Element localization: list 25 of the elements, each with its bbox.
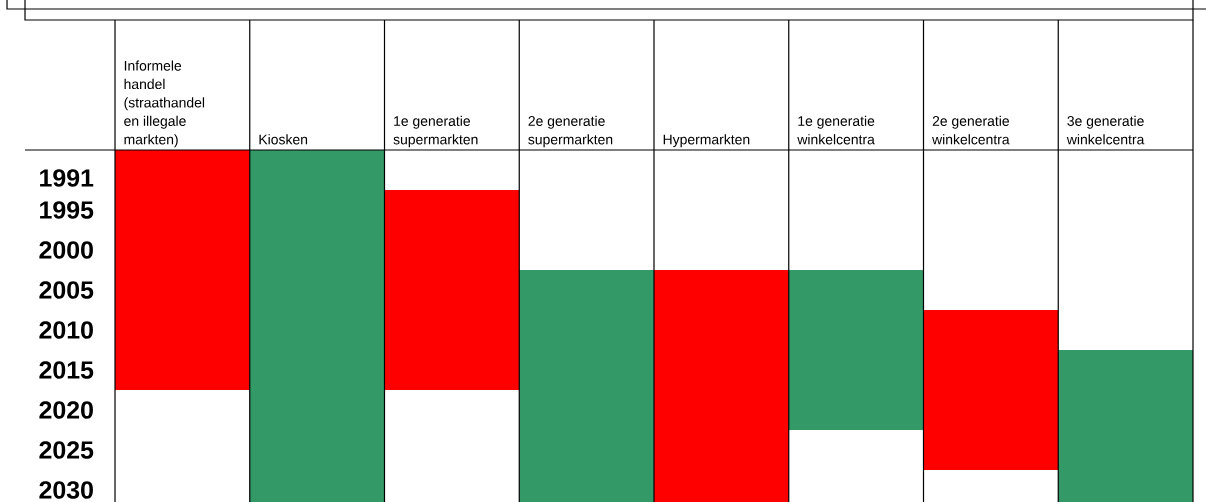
bar xyxy=(923,309,1059,470)
x-tick-label: 1e generatie supermarkten xyxy=(393,115,478,148)
x-tick-label: 1e generatie winkelcentra xyxy=(797,115,875,145)
y-tick-label: 2000 xyxy=(39,241,93,259)
x-tick-label: Informele handel (straathandel en illegale markten) xyxy=(124,60,205,148)
bar xyxy=(1058,349,1193,502)
x-tick-label: 3e generatie winkelcentra xyxy=(1066,115,1145,145)
bar xyxy=(519,269,655,502)
x-tick-label: Kiosken xyxy=(259,134,308,145)
x-tick-label: 2e generatie supermarkten xyxy=(528,115,613,148)
y-tick-label: 2005 xyxy=(39,281,94,299)
y-tick-label: 1991 xyxy=(40,169,94,187)
bar xyxy=(654,269,789,502)
bar xyxy=(249,149,385,502)
bar xyxy=(788,269,924,430)
bar xyxy=(115,149,250,390)
y-tick-label: 2015 xyxy=(39,361,94,379)
y-tick-label: 2030 xyxy=(39,481,93,499)
y-tick-label: 2020 xyxy=(39,401,93,419)
y-tick-label: 2025 xyxy=(39,441,94,459)
x-tick-label: Hypermarkten xyxy=(663,134,750,148)
x-tick-label: 2e generatie winkelcentra xyxy=(932,115,1010,145)
y-tick-label: 1995 xyxy=(40,201,94,219)
y-tick-label: 2010 xyxy=(39,321,93,339)
bar xyxy=(384,189,520,390)
